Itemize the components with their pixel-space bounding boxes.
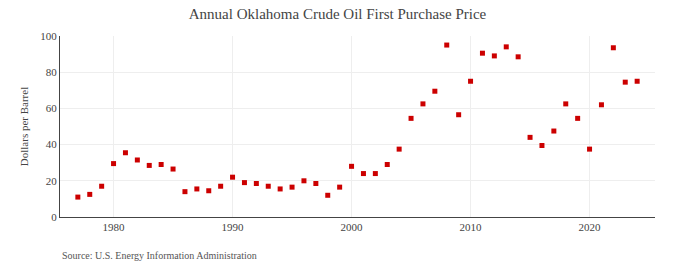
svg-text:0: 0 — [51, 211, 57, 223]
svg-text:Dollars per Barrel: Dollars per Barrel — [18, 87, 30, 166]
svg-text:Annual Oklahoma Crude Oil Firs: Annual Oklahoma Crude Oil First Purchase… — [189, 6, 487, 22]
svg-text:100: 100 — [40, 30, 57, 42]
svg-text:40: 40 — [46, 138, 58, 150]
svg-text:2000: 2000 — [341, 221, 364, 233]
svg-text:1980: 1980 — [103, 221, 126, 233]
svg-text:2020: 2020 — [579, 221, 602, 233]
svg-text:1990: 1990 — [222, 221, 245, 233]
svg-text:80: 80 — [46, 66, 58, 78]
svg-text:60: 60 — [46, 102, 58, 114]
svg-text:2010: 2010 — [460, 221, 483, 233]
svg-text:Source: U.S. Energy Informatio: Source: U.S. Energy Information Administ… — [62, 250, 257, 261]
svg-text:20: 20 — [46, 175, 58, 187]
